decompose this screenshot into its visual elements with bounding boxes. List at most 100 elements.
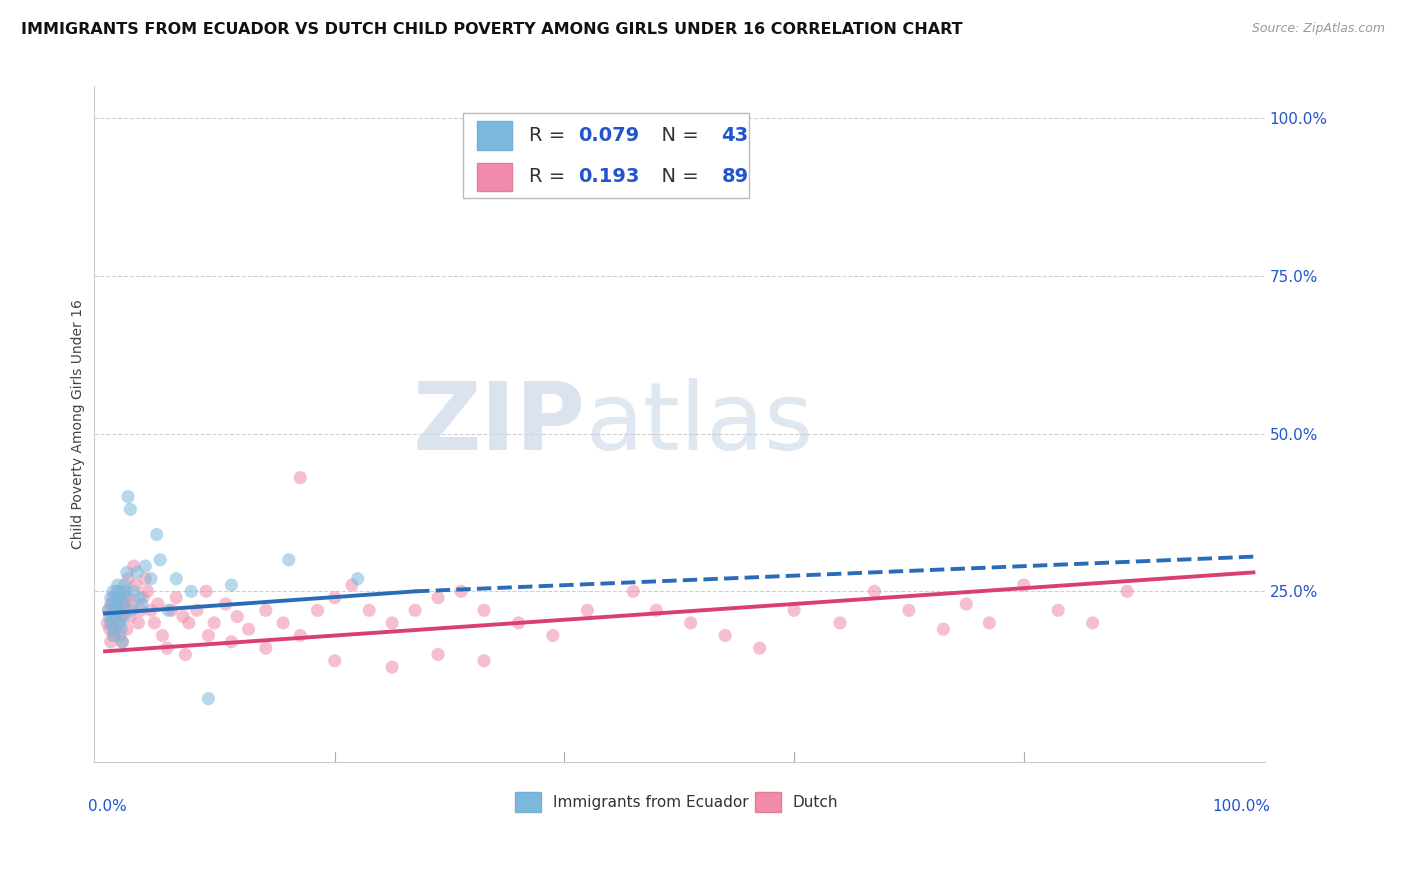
Point: [271, 615, 294, 630]
Point: [103, 628, 125, 642]
Point: [110, 622, 132, 636]
Point: [197, 628, 219, 642]
Point: [863, 584, 886, 599]
Point: [254, 603, 277, 617]
Point: [118, 591, 141, 605]
Point: [177, 615, 200, 630]
Point: [97, 603, 120, 617]
Text: atlas: atlas: [585, 378, 814, 470]
Point: [427, 591, 450, 605]
Text: Source: ZipAtlas.com: Source: ZipAtlas.com: [1251, 22, 1385, 36]
Point: [307, 603, 329, 617]
Point: [122, 559, 145, 574]
Point: [108, 628, 131, 642]
Point: [108, 603, 131, 617]
Point: [110, 609, 132, 624]
Bar: [515, 792, 541, 813]
Bar: [755, 792, 782, 813]
Point: [98, 609, 121, 624]
Point: [226, 609, 249, 624]
Point: [120, 502, 142, 516]
Point: [645, 603, 668, 617]
Point: [108, 584, 131, 599]
Point: [621, 584, 644, 599]
Point: [979, 615, 1001, 630]
Text: Dutch: Dutch: [793, 795, 838, 810]
Point: [108, 615, 131, 630]
Point: [932, 622, 955, 636]
Point: [828, 615, 851, 630]
Point: [107, 597, 129, 611]
Text: R =: R =: [529, 126, 572, 145]
Point: [103, 609, 125, 624]
Point: [748, 641, 770, 656]
Point: [108, 591, 131, 605]
Point: [157, 603, 180, 617]
Point: [221, 578, 243, 592]
Point: [381, 615, 404, 630]
Point: [129, 603, 152, 617]
Point: [105, 584, 128, 599]
Point: [186, 603, 208, 617]
Point: [101, 615, 124, 630]
Point: [381, 660, 404, 674]
Point: [125, 578, 148, 592]
Point: [134, 559, 156, 574]
Point: [202, 615, 225, 630]
Text: R =: R =: [529, 168, 572, 186]
Point: [120, 609, 142, 624]
Point: [1012, 578, 1035, 592]
Point: [955, 597, 977, 611]
Point: [143, 615, 166, 630]
Point: [165, 591, 187, 605]
Point: [115, 566, 138, 580]
Point: [105, 591, 128, 605]
FancyBboxPatch shape: [463, 113, 749, 198]
Point: [897, 603, 920, 617]
Point: [146, 597, 169, 611]
Point: [783, 603, 806, 617]
Point: [714, 628, 737, 642]
Point: [117, 490, 139, 504]
Point: [165, 572, 187, 586]
Point: [427, 648, 450, 662]
Point: [104, 622, 127, 636]
Point: [359, 603, 381, 617]
Point: [1116, 584, 1139, 599]
Point: [139, 603, 162, 617]
Point: [1081, 615, 1104, 630]
Point: [111, 635, 134, 649]
Point: [136, 584, 159, 599]
Point: [115, 622, 138, 636]
Point: [152, 628, 174, 642]
Text: Immigrants from Ecuador: Immigrants from Ecuador: [553, 795, 748, 810]
Point: [131, 597, 153, 611]
Point: [114, 584, 136, 599]
Point: [101, 597, 124, 611]
Point: [101, 628, 124, 642]
Text: IMMIGRANTS FROM ECUADOR VS DUTCH CHILD POVERTY AMONG GIRLS UNDER 16 CORRELATION : IMMIGRANTS FROM ECUADOR VS DUTCH CHILD P…: [21, 22, 963, 37]
Y-axis label: Child Poverty Among Girls Under 16: Child Poverty Among Girls Under 16: [72, 299, 86, 549]
Point: [127, 566, 149, 580]
Point: [108, 591, 131, 605]
Text: N =: N =: [648, 126, 704, 145]
Point: [323, 591, 346, 605]
Point: [156, 641, 179, 656]
Point: [472, 603, 495, 617]
Point: [122, 584, 145, 599]
Point: [117, 572, 139, 586]
Point: [128, 591, 150, 605]
Point: [221, 635, 243, 649]
Point: [254, 641, 277, 656]
Point: [101, 591, 124, 605]
Text: 100.0%: 100.0%: [1213, 799, 1271, 814]
Text: 0.079: 0.079: [578, 126, 640, 145]
Point: [290, 628, 312, 642]
Point: [97, 603, 120, 617]
Point: [96, 615, 118, 630]
Point: [127, 615, 149, 630]
Point: [98, 622, 121, 636]
Point: [450, 584, 472, 599]
Point: [107, 578, 129, 592]
Point: [472, 654, 495, 668]
